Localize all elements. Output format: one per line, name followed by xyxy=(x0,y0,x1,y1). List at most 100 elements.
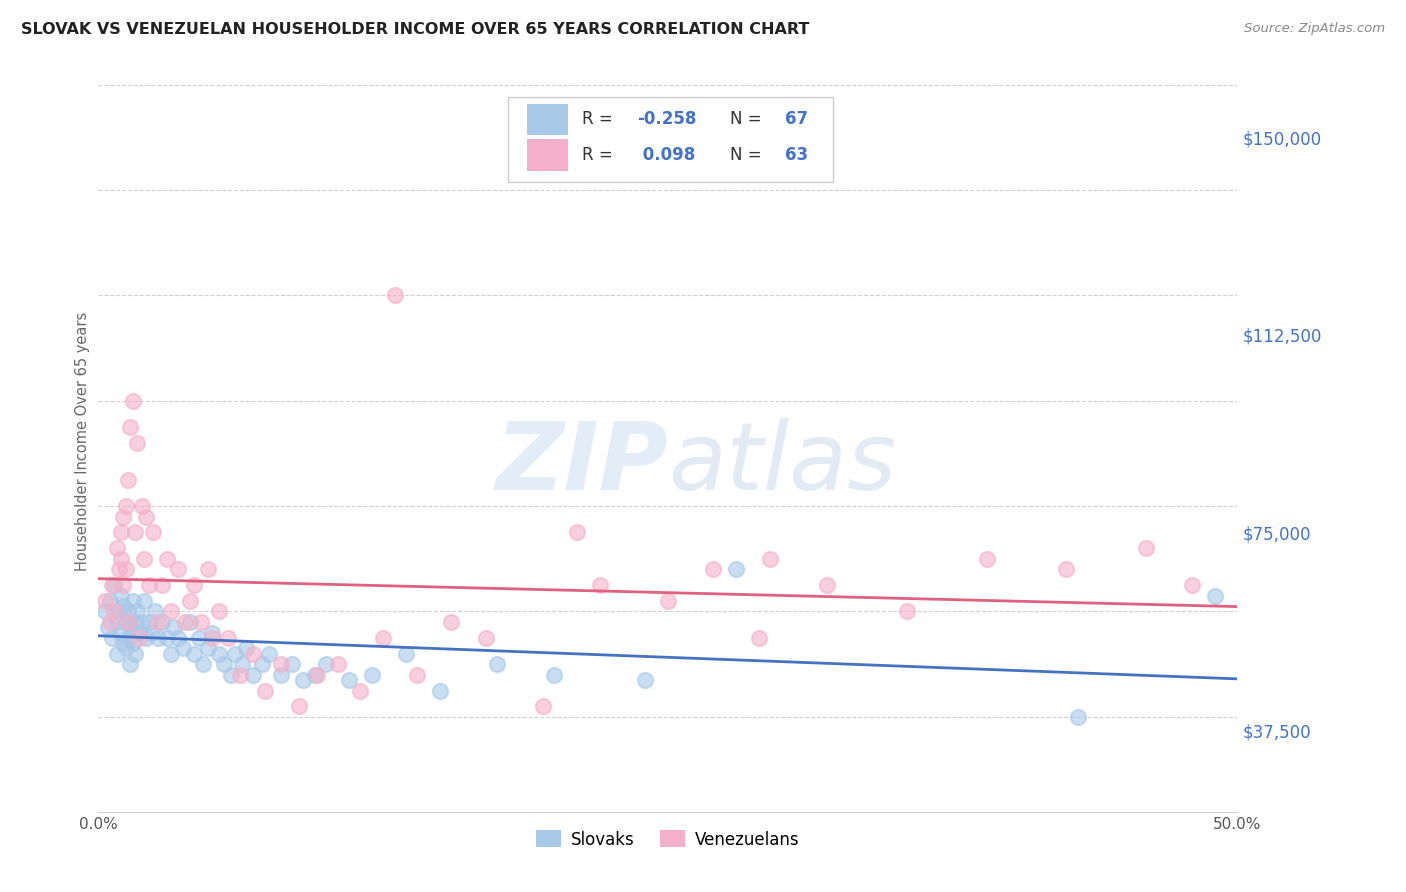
Point xyxy=(160,605,183,619)
Point xyxy=(292,673,315,687)
Point xyxy=(190,615,212,629)
Point xyxy=(360,667,382,681)
Point xyxy=(127,605,149,619)
Point xyxy=(121,393,143,408)
Point xyxy=(128,631,150,645)
Point xyxy=(406,667,429,681)
Point xyxy=(121,594,143,608)
Point xyxy=(337,673,360,687)
Text: R =: R = xyxy=(582,111,619,128)
Point xyxy=(112,509,135,524)
Point xyxy=(108,605,131,619)
Point xyxy=(135,509,157,524)
Point xyxy=(110,551,132,566)
Point xyxy=(565,525,588,540)
FancyBboxPatch shape xyxy=(527,104,568,135)
Point xyxy=(114,641,136,656)
Point xyxy=(105,615,128,629)
Point xyxy=(197,641,219,656)
Point xyxy=(120,657,142,672)
Point xyxy=(270,657,292,672)
Point xyxy=(183,578,205,592)
Point xyxy=(326,657,349,672)
Point xyxy=(588,578,610,592)
Point xyxy=(132,551,155,566)
Point xyxy=(131,615,153,629)
Point xyxy=(103,605,125,619)
Y-axis label: Householder Income Over 65 years: Householder Income Over 65 years xyxy=(75,312,90,571)
Point xyxy=(228,667,250,681)
Point xyxy=(1067,710,1090,724)
Point xyxy=(252,657,274,672)
Point xyxy=(131,499,153,513)
Point xyxy=(98,594,121,608)
Point xyxy=(120,420,142,434)
Point xyxy=(110,589,132,603)
Point xyxy=(384,288,406,302)
Point xyxy=(253,683,276,698)
Point xyxy=(138,578,160,592)
Point xyxy=(725,562,748,576)
Point xyxy=(179,594,201,608)
Point xyxy=(634,673,657,687)
Point xyxy=(531,699,554,714)
Point xyxy=(429,683,451,698)
Point xyxy=(117,605,139,619)
Point xyxy=(135,631,157,645)
Point xyxy=(1204,589,1226,603)
Point xyxy=(98,615,121,629)
Point xyxy=(167,562,190,576)
Point xyxy=(120,620,142,634)
Text: -0.258: -0.258 xyxy=(637,111,696,128)
Point xyxy=(105,541,128,556)
Point xyxy=(759,551,782,566)
Point xyxy=(160,647,183,661)
Point xyxy=(94,605,117,619)
Point xyxy=(307,667,329,681)
Point xyxy=(197,562,219,576)
Point xyxy=(167,631,190,645)
Point xyxy=(201,631,224,645)
Text: SLOVAK VS VENEZUELAN HOUSEHOLDER INCOME OVER 65 YEARS CORRELATION CHART: SLOVAK VS VENEZUELAN HOUSEHOLDER INCOME … xyxy=(21,22,810,37)
Point xyxy=(94,594,117,608)
Point xyxy=(896,605,918,619)
Point xyxy=(103,578,125,592)
Point xyxy=(748,631,770,645)
Point xyxy=(702,562,724,576)
Point xyxy=(1135,541,1157,556)
Point xyxy=(112,578,135,592)
Point xyxy=(1181,578,1204,592)
Text: 67: 67 xyxy=(785,111,808,128)
Point xyxy=(201,625,224,640)
Point xyxy=(474,631,496,645)
FancyBboxPatch shape xyxy=(509,97,832,183)
Point xyxy=(108,562,131,576)
Point xyxy=(395,647,418,661)
Point xyxy=(128,625,150,640)
Point xyxy=(114,499,136,513)
Point xyxy=(96,620,118,634)
Point xyxy=(288,699,311,714)
Point xyxy=(242,647,264,661)
Point xyxy=(162,620,184,634)
Point xyxy=(543,667,565,681)
Point xyxy=(101,578,124,592)
Point xyxy=(304,667,326,681)
Point xyxy=(486,657,509,672)
Point xyxy=(110,625,132,640)
Point xyxy=(124,647,146,661)
Point xyxy=(150,615,173,629)
Point xyxy=(127,435,149,450)
Point xyxy=(105,647,128,661)
Text: ZIP: ZIP xyxy=(495,417,668,509)
Point xyxy=(235,641,257,656)
Point xyxy=(114,615,136,629)
Point xyxy=(117,615,139,629)
Point xyxy=(101,631,124,645)
Point xyxy=(349,683,371,698)
Point xyxy=(259,647,281,661)
Text: 63: 63 xyxy=(785,146,808,164)
Point xyxy=(183,647,205,661)
Point xyxy=(212,657,235,672)
Point xyxy=(150,578,173,592)
